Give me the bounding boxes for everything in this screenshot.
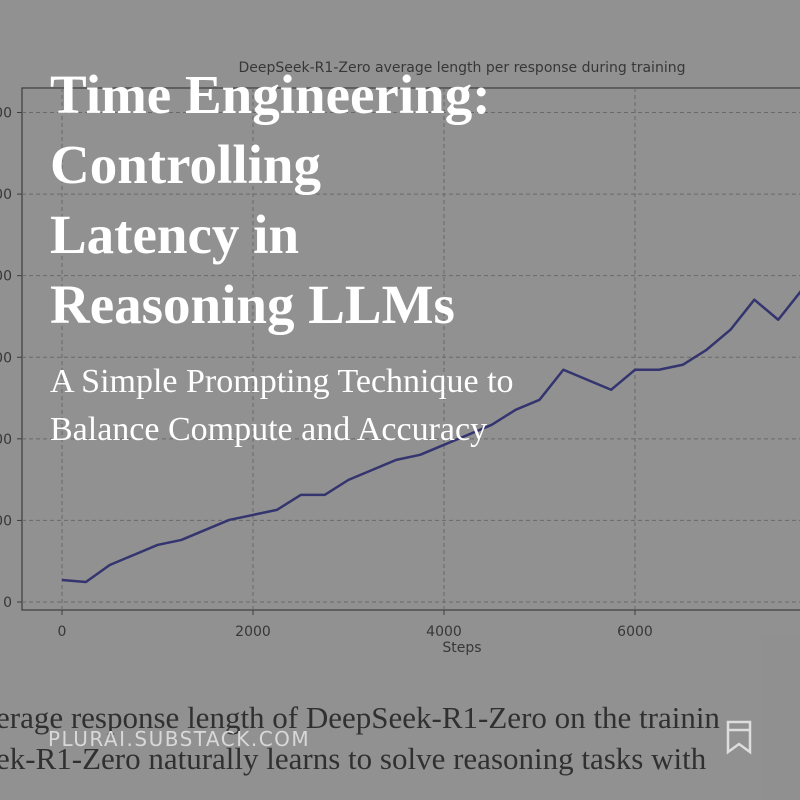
site-name[interactable]: PLURAI.SUBSTACK.COM bbox=[48, 727, 310, 751]
title-line: Latency in bbox=[50, 204, 299, 265]
subtitle-line: A Simple Prompting Technique to bbox=[50, 363, 514, 400]
title-line: Reasoning LLMs bbox=[50, 274, 455, 335]
title-line: Time Engineering: bbox=[50, 64, 491, 125]
subtitle-line: Balance Compute and Accuracy bbox=[50, 411, 487, 448]
title-line: Controlling bbox=[50, 134, 321, 195]
bookmark-icon[interactable] bbox=[726, 720, 752, 755]
